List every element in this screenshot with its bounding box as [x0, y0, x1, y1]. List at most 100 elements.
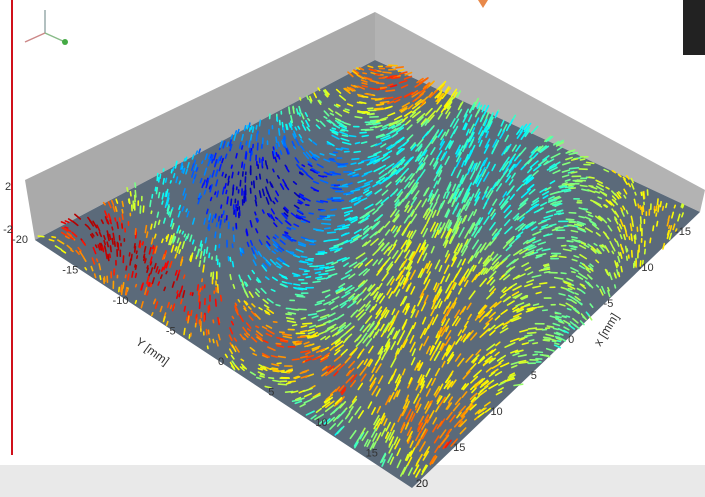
y-tick-label: -10 — [113, 295, 129, 307]
axis-triad — [25, 10, 68, 45]
vector — [587, 162, 594, 163]
vector — [159, 193, 160, 198]
vector — [577, 180, 585, 181]
vector — [392, 77, 400, 78]
vector — [557, 227, 563, 228]
vector — [179, 181, 180, 184]
vector — [282, 282, 286, 283]
vector — [290, 252, 293, 253]
vector — [157, 174, 158, 181]
vector — [380, 102, 388, 103]
vector — [120, 218, 121, 221]
vector — [182, 232, 183, 234]
vector — [301, 331, 307, 332]
vector — [318, 251, 324, 252]
vector — [111, 248, 112, 252]
vector — [174, 174, 175, 178]
vector — [261, 374, 264, 375]
vector — [186, 209, 187, 211]
vector — [306, 205, 309, 206]
vector — [627, 256, 628, 260]
vector — [159, 178, 160, 182]
vector — [386, 90, 394, 91]
vector — [622, 248, 623, 253]
vector — [551, 256, 557, 257]
vector — [147, 232, 148, 237]
vector — [256, 326, 259, 327]
vector — [85, 268, 86, 270]
vector — [249, 123, 250, 127]
vector — [567, 316, 570, 317]
vector — [181, 299, 182, 303]
vector — [145, 259, 146, 263]
vector — [97, 259, 98, 261]
vector — [260, 376, 264, 377]
vector — [149, 283, 150, 286]
vector — [381, 87, 387, 88]
vector — [656, 206, 657, 211]
vector — [100, 276, 101, 280]
vector — [223, 211, 224, 214]
vector — [566, 219, 573, 220]
vector — [123, 283, 124, 288]
vector — [209, 227, 210, 230]
vector — [306, 277, 310, 278]
vector — [115, 218, 116, 221]
vector — [211, 198, 212, 201]
vector — [216, 223, 217, 226]
vector — [250, 128, 251, 131]
vector — [269, 378, 274, 379]
vector — [135, 274, 136, 278]
vector — [199, 291, 200, 295]
vector — [362, 136, 368, 137]
vector — [572, 272, 575, 273]
vector — [572, 237, 577, 238]
vector — [645, 249, 646, 253]
vector — [113, 233, 114, 239]
vector — [204, 250, 205, 255]
vector — [354, 152, 360, 153]
vector — [260, 120, 261, 126]
vector — [145, 226, 146, 233]
vector — [236, 154, 237, 158]
vector — [565, 191, 571, 192]
vector — [232, 172, 233, 177]
vector — [159, 220, 160, 224]
vector — [242, 162, 243, 167]
vector — [351, 163, 356, 164]
vector — [180, 242, 181, 245]
vector — [188, 316, 189, 323]
vector — [668, 216, 669, 220]
vector — [249, 141, 250, 148]
vector — [209, 253, 210, 257]
vector — [225, 174, 226, 177]
vector — [375, 99, 381, 100]
vector — [569, 289, 572, 290]
vector — [231, 199, 232, 205]
vector — [122, 288, 123, 294]
vector — [187, 317, 188, 320]
vector — [584, 209, 588, 210]
vector — [205, 238, 206, 243]
vector — [316, 172, 319, 173]
vector — [160, 174, 161, 178]
vector — [288, 381, 295, 382]
vector — [352, 159, 359, 160]
y-tick-label: 5 — [268, 386, 274, 398]
vector — [226, 190, 227, 193]
vector — [198, 285, 199, 290]
vector — [112, 227, 113, 230]
vector — [244, 126, 245, 131]
vector — [626, 211, 627, 214]
vector — [143, 242, 144, 245]
vector — [292, 359, 299, 360]
vector — [200, 302, 201, 308]
vector — [540, 283, 547, 284]
vector — [256, 134, 257, 141]
vector — [173, 167, 174, 170]
vector — [135, 265, 136, 267]
vector — [136, 251, 137, 253]
vector — [169, 212, 170, 215]
vector — [130, 192, 131, 196]
vector — [135, 183, 136, 187]
